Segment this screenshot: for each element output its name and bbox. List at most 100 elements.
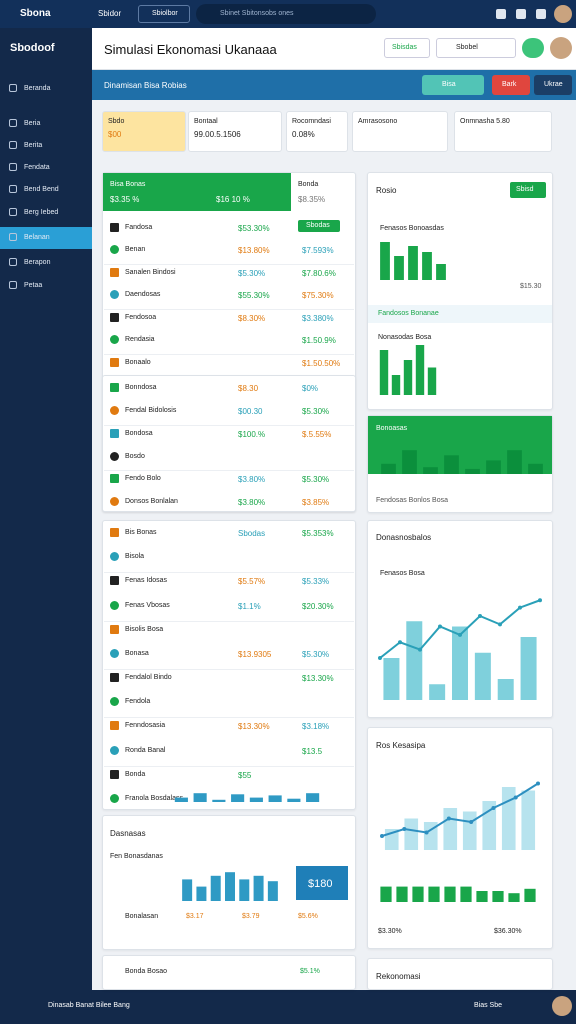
- button-label[interactable]: Sbobel: [456, 44, 478, 51]
- point: [418, 647, 422, 652]
- button-label[interactable]: Bark: [502, 81, 517, 88]
- panel-subtitle: Fenasos Bonoasdas: [380, 225, 444, 232]
- footer-text: Dinasab Banat Bilee Bang: [48, 1002, 130, 1009]
- badge: Sbodas: [306, 222, 330, 229]
- row-icon: [110, 428, 119, 438]
- icon[interactable]: [496, 9, 506, 19]
- bar: [404, 818, 419, 850]
- nav-item[interactable]: Berita: [24, 142, 43, 149]
- row-icon: [110, 745, 119, 755]
- nav-item[interactable]: Beria: [24, 120, 41, 127]
- row-icon: [110, 245, 119, 255]
- button[interactable]: [422, 75, 484, 95]
- row-icon: [110, 648, 119, 658]
- row-value: $7.80.6%: [302, 268, 336, 278]
- bar: [383, 658, 400, 700]
- bar: [306, 793, 320, 802]
- row-value: $8.30: [238, 384, 259, 393]
- nav-item[interactable]: Berg Iebed: [24, 209, 59, 216]
- nav-item[interactable]: Petaa: [24, 282, 43, 289]
- nav-icon: [9, 119, 17, 127]
- row-value: $5.30%: [238, 268, 266, 278]
- stat-label: Sbdo: [108, 118, 125, 125]
- avatar[interactable]: [554, 5, 572, 23]
- search-placeholder[interactable]: Sbinet Sbitonsobs ones: [220, 10, 294, 17]
- row-value: $5.1%: [300, 968, 320, 975]
- tab-label[interactable]: Sbiolbor: [152, 10, 178, 17]
- row-icon: [110, 357, 119, 367]
- logo: Sbona: [20, 8, 51, 19]
- point: [513, 795, 518, 800]
- row-value: $0%: [302, 384, 319, 393]
- point: [478, 614, 482, 618]
- icon[interactable]: [516, 9, 526, 19]
- point: [469, 820, 474, 824]
- button[interactable]: [510, 182, 546, 198]
- bar: [444, 886, 456, 902]
- point: [402, 827, 407, 831]
- stat-label: Rocomndasi: [292, 118, 331, 125]
- row-value: $5.33%: [302, 577, 330, 587]
- divider: [104, 263, 354, 265]
- footer-link[interactable]: Bias Sbe: [474, 1002, 503, 1009]
- bar: [486, 460, 501, 474]
- value-box-text: $180: [308, 878, 333, 890]
- button[interactable]: [436, 38, 516, 58]
- nav-icon: [9, 258, 17, 266]
- bar: [394, 256, 404, 280]
- point: [518, 605, 522, 610]
- button-label[interactable]: Sbisdas: [392, 44, 417, 51]
- row-icon: [110, 267, 119, 277]
- button[interactable]: [534, 75, 572, 95]
- button-label[interactable]: Bisa: [442, 81, 456, 88]
- bar: [196, 886, 207, 901]
- row-icon: [110, 721, 119, 731]
- divider: [104, 308, 354, 310]
- row-name: Fandosa: [125, 224, 153, 231]
- row-name: Fendal Bidolosis: [125, 406, 177, 414]
- icon[interactable]: [536, 9, 546, 19]
- bar: [460, 886, 472, 902]
- button[interactable]: [384, 38, 430, 58]
- point: [491, 806, 496, 810]
- stat-card: [454, 111, 552, 152]
- bar: [436, 264, 446, 280]
- row-name: Bonda: [125, 770, 146, 778]
- panel-title: Bonoasas: [376, 425, 408, 432]
- row-value: $3.380%: [302, 313, 334, 323]
- row-value: $5.30%: [302, 406, 330, 416]
- tab[interactable]: [138, 5, 190, 23]
- nav-item[interactable]: Fendata: [24, 164, 50, 171]
- bar: [406, 621, 423, 700]
- row-value: Sbodas: [238, 529, 266, 538]
- nav-item[interactable]: Belanan: [24, 234, 50, 241]
- row-value: $1.50.9%: [302, 336, 336, 346]
- icon-button[interactable]: [522, 38, 544, 58]
- bar: [412, 886, 424, 902]
- button[interactable]: [492, 75, 530, 95]
- row-icon: [110, 383, 119, 392]
- stat-value: $00: [108, 130, 122, 139]
- bar: [524, 888, 536, 902]
- nav-item[interactable]: Beranda: [24, 85, 51, 92]
- button-label[interactable]: Ukrae: [544, 81, 563, 88]
- avatar: [552, 996, 572, 1016]
- bar: [391, 375, 401, 395]
- panel: [367, 172, 553, 410]
- stat-card: [286, 111, 348, 152]
- nav-item[interactable]: Bend Bend: [24, 186, 59, 193]
- nav-item[interactable]: Berapon: [24, 259, 51, 266]
- search[interactable]: [196, 4, 376, 24]
- row-icon: [110, 793, 119, 803]
- bar: [508, 893, 520, 902]
- nav-icon: [9, 185, 17, 193]
- chart: [174, 793, 320, 802]
- row-value: $1.1%: [238, 601, 261, 611]
- row-icon: [110, 223, 119, 232]
- footer-bar: [0, 990, 576, 1024]
- button-label[interactable]: Sbisd: [516, 186, 534, 193]
- row-name: Fendola: [125, 698, 151, 706]
- row-name: Ronda Banal: [125, 746, 166, 754]
- bar: [193, 793, 207, 802]
